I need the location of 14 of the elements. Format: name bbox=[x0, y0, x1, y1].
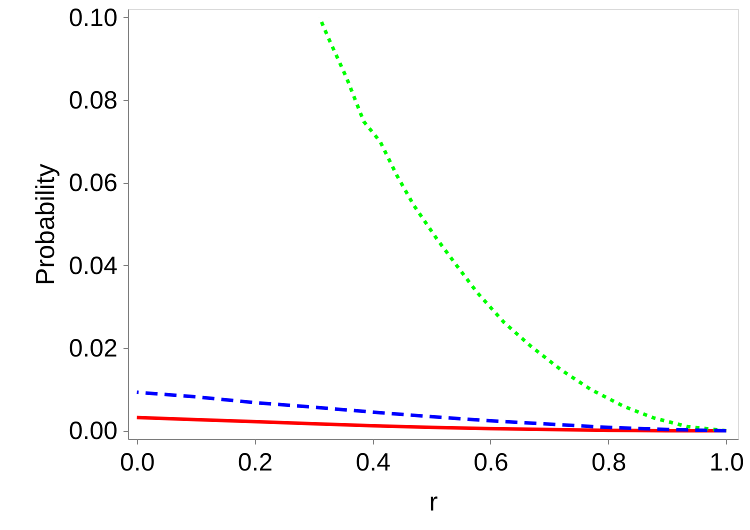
x-tick-label: 0.6 bbox=[474, 448, 508, 476]
x-tick-label: 0.0 bbox=[120, 448, 155, 476]
y-tick-label: 0.06 bbox=[68, 169, 118, 198]
y-tick-label: 0.08 bbox=[68, 86, 118, 114]
y-tick-label: 0.10 bbox=[68, 4, 118, 32]
x-tick-label: 1.0 bbox=[709, 448, 744, 476]
y-axis-title: Probability bbox=[30, 164, 60, 286]
x-tick-label: 0.2 bbox=[238, 448, 273, 476]
x-tick-label: 0.8 bbox=[591, 448, 626, 476]
y-tick-label: 0.02 bbox=[68, 334, 118, 363]
y-tick-label: 0.04 bbox=[68, 252, 118, 280]
x-tick-label: 0.4 bbox=[356, 448, 391, 476]
x-axis-title: r bbox=[429, 486, 438, 516]
y-tick-label: 0.00 bbox=[68, 417, 118, 446]
